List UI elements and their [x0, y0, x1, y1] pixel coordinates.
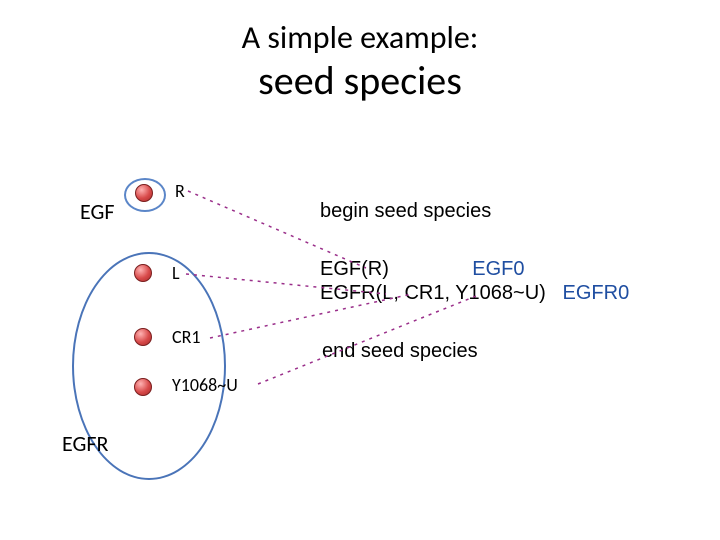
egfr-site-label-l: L [172, 262, 180, 284]
slide-canvas: A simple example: seed species EGF R EGF… [0, 0, 720, 540]
egf-site-dot-r [135, 184, 153, 202]
code-line-1-expr: EGF(R) [320, 258, 389, 280]
code-line-1: EGF(R) EGF0 [320, 258, 525, 281]
egfr-site-label-y1068u: Y1068~U [172, 374, 238, 396]
code-line-2-expr: EGFR(L, CR1, Y1068~U) [320, 282, 546, 304]
code-line-2-gap [551, 282, 557, 304]
egf-label: EGF [80, 198, 114, 225]
egf-site-label-r: R [175, 180, 185, 202]
egfr-site-dot-l [134, 264, 152, 282]
code-line-1-gap [394, 258, 466, 280]
title-line-1: A simple example: [0, 18, 720, 57]
code-line-1-init: EGF0 [472, 258, 524, 280]
egfr-label: EGFR [62, 430, 108, 457]
title-line-2: seed species [0, 56, 720, 105]
code-end: end seed species [322, 340, 478, 363]
egfr-site-label-cr1: CR1 [172, 326, 201, 348]
code-begin: begin seed species [320, 200, 491, 223]
code-line-2: EGFR(L, CR1, Y1068~U) EGFR0 [320, 282, 629, 305]
egfr-site-dot-y1068u [134, 378, 152, 396]
code-line-2-init: EGFR0 [563, 282, 630, 304]
egfr-site-dot-cr1 [134, 328, 152, 346]
